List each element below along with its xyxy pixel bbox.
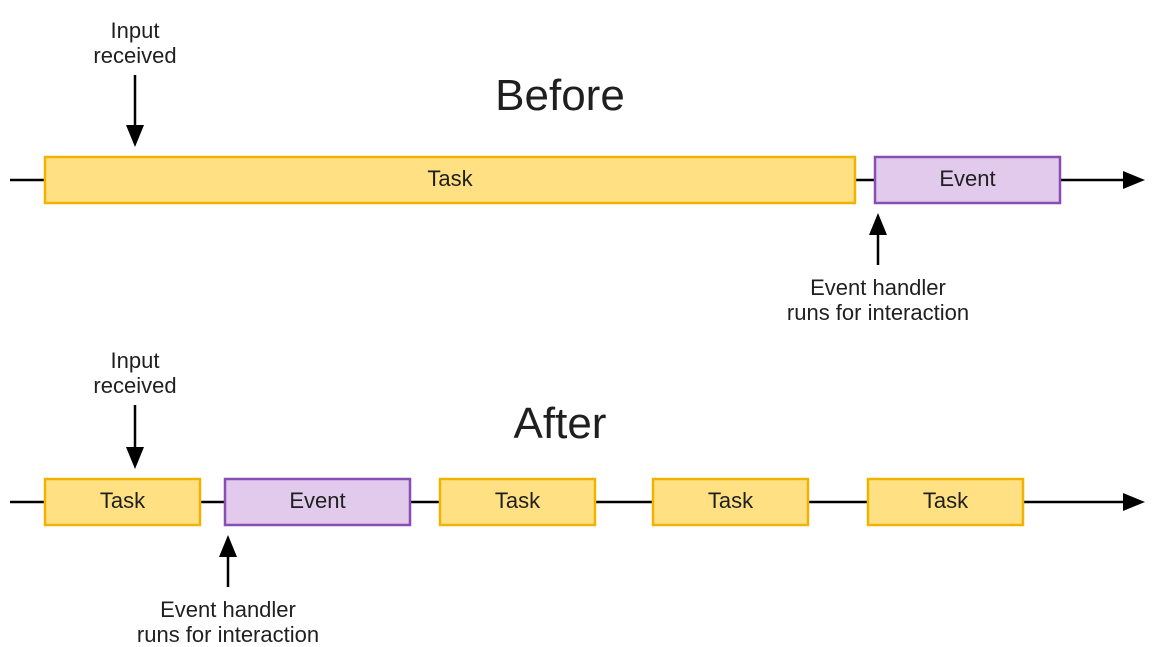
- after-task-label: Task: [708, 488, 754, 513]
- after-task-block: Task: [868, 479, 1023, 525]
- before-event-handler-arrow: [869, 213, 887, 265]
- after-task-label: Task: [923, 488, 969, 513]
- after-task-block: Task: [653, 479, 808, 525]
- after-input-received-arrow: [126, 405, 144, 469]
- after-event-handler-label: Event handlerruns for interaction: [137, 597, 319, 647]
- before-event-handler-label: Event handlerruns for interaction: [787, 275, 969, 325]
- before-title: Before: [495, 71, 625, 120]
- after-input-received-label: Inputreceived: [93, 348, 176, 398]
- after-title: After: [514, 399, 607, 448]
- after-task-label: Task: [495, 488, 541, 513]
- after-event-label: Event: [289, 488, 345, 513]
- before-task-label: Task: [427, 166, 473, 191]
- before-task-block: Task: [45, 157, 855, 203]
- after-task-block: Task: [45, 479, 200, 525]
- after-event-handler-arrow: [219, 535, 237, 587]
- before-input-received-label: Inputreceived: [93, 18, 176, 68]
- before-event-label: Event: [939, 166, 995, 191]
- before-input-received-arrow: [126, 75, 144, 147]
- before-event-block: Event: [875, 157, 1060, 203]
- after-task-label: Task: [100, 488, 146, 513]
- after-event-block: Event: [225, 479, 410, 525]
- after-task-block: Task: [440, 479, 595, 525]
